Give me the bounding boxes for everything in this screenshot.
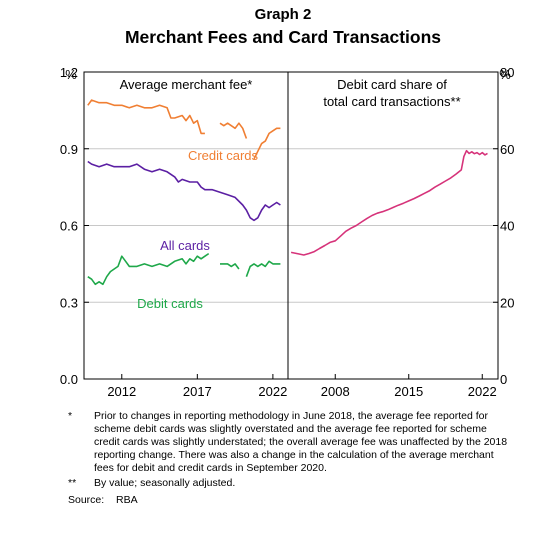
series-line-credit <box>87 99 205 135</box>
annotation-all-cards: All cards <box>160 238 210 253</box>
annotation-credit-cards: Credit cards <box>188 148 259 163</box>
right-y-tick-label: 20 <box>500 295 514 310</box>
footnote-2-text: By value; seasonally adjusted. <box>94 477 236 489</box>
left-y-tick-label: 0.9 <box>60 142 78 157</box>
left-x-tick-label: 2012 <box>107 384 136 399</box>
source-value: RBA <box>116 494 138 506</box>
right-y-tick-label: 80 <box>500 65 514 80</box>
annotation-debit-cards: Debit cards <box>137 296 203 311</box>
right-y-tick-label: 40 <box>500 219 514 234</box>
right-y-tick-label: 60 <box>500 142 514 157</box>
source-label: Source: <box>68 494 105 506</box>
chart-title: Merchant Fees and Card Transactions <box>125 27 441 47</box>
right-y-unit: % <box>499 67 511 82</box>
left-y-tick-label: 1.2 <box>60 65 78 80</box>
right-x-tick-label: 2015 <box>394 384 423 399</box>
footnotes: * Prior to changes in reporting methodol… <box>68 410 508 507</box>
chart: Graph 2 Merchant Fees and Card Transacti… <box>60 6 515 399</box>
left-x-tick-label: 2022 <box>258 384 287 399</box>
graph-label: Graph 2 <box>255 6 312 23</box>
right-x-tick-label: 2008 <box>321 384 350 399</box>
left-y-unit: % <box>65 67 77 82</box>
footnote-1: * Prior to changes in reporting methodol… <box>68 410 508 475</box>
footnote-1-text: Prior to changes in reporting methodolog… <box>94 410 508 474</box>
footnote-2: ** By value; seasonally adjusted. <box>68 477 508 490</box>
left-y-tick-label: 0.6 <box>60 219 78 234</box>
series-line-all <box>87 160 281 222</box>
footnote-2-mark: ** <box>68 477 77 489</box>
right-x-tick-label: 2022 <box>468 384 497 399</box>
left-y-tick-label: 0.0 <box>60 372 78 387</box>
source-line: Source: RBA <box>68 494 508 507</box>
panel-average-merchant-fee: % Average merchant fee* 0.00.30.60.91.2 … <box>60 65 288 399</box>
series-line-debit <box>220 263 240 270</box>
right-y-tick-label: 0 <box>500 372 507 387</box>
series-line-debit_share <box>290 149 488 256</box>
series-line-credit <box>219 122 248 139</box>
series-line-debit <box>245 260 281 277</box>
series-line-credit <box>253 127 281 160</box>
panel-debit-card-share: % Debit card share of total card transac… <box>288 65 514 399</box>
right-panel-title-line1: Debit card share of <box>337 77 447 92</box>
footnote-1-mark: * <box>68 410 73 422</box>
left-x-tick-label: 2017 <box>183 384 212 399</box>
plot-frame <box>83 71 499 380</box>
series-line-debit <box>87 252 210 286</box>
right-panel-title-line2: total card transactions** <box>323 94 460 109</box>
left-panel-title: Average merchant fee* <box>120 77 253 92</box>
left-y-tick-label: 0.3 <box>60 295 78 310</box>
